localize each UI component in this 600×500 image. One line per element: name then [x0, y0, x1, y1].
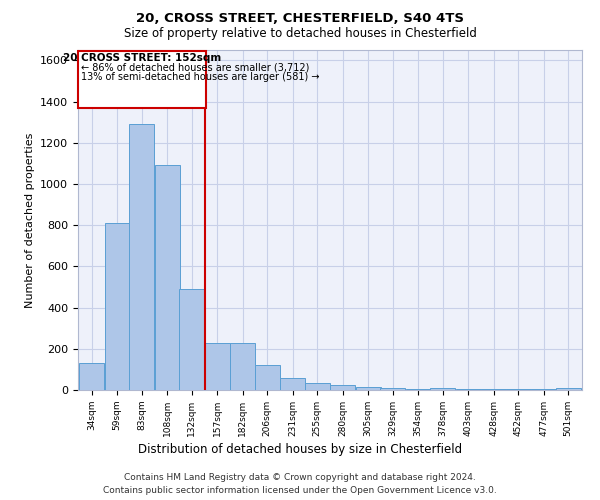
Text: 13% of semi-detached houses are larger (581) →: 13% of semi-detached houses are larger (… — [81, 72, 320, 82]
Y-axis label: Number of detached properties: Number of detached properties — [25, 132, 35, 308]
Bar — [356, 387, 380, 390]
Bar — [331, 385, 355, 390]
Bar — [280, 378, 305, 390]
Bar — [255, 366, 280, 390]
Text: 20, CROSS STREET, CHESTERFIELD, S40 4TS: 20, CROSS STREET, CHESTERFIELD, S40 4TS — [136, 12, 464, 26]
Bar — [230, 342, 255, 390]
Text: Distribution of detached houses by size in Chesterfield: Distribution of detached houses by size … — [138, 442, 462, 456]
Bar — [456, 389, 481, 390]
Bar — [380, 388, 405, 390]
Bar — [130, 124, 154, 390]
Bar — [105, 223, 130, 390]
Bar — [79, 363, 104, 390]
Bar — [430, 388, 455, 390]
Text: ← 86% of detached houses are smaller (3,712): ← 86% of detached houses are smaller (3,… — [81, 62, 310, 72]
Bar — [179, 289, 204, 390]
Bar — [305, 383, 329, 390]
Bar — [205, 342, 230, 390]
Bar — [406, 389, 431, 390]
FancyBboxPatch shape — [78, 51, 206, 108]
Text: Size of property relative to detached houses in Chesterfield: Size of property relative to detached ho… — [124, 28, 476, 40]
Bar — [155, 166, 179, 390]
Text: Contains public sector information licensed under the Open Government Licence v3: Contains public sector information licen… — [103, 486, 497, 495]
Text: Contains HM Land Registry data © Crown copyright and database right 2024.: Contains HM Land Registry data © Crown c… — [124, 472, 476, 482]
Bar — [481, 389, 506, 390]
Text: 20 CROSS STREET: 152sqm: 20 CROSS STREET: 152sqm — [62, 53, 221, 63]
Bar — [556, 388, 581, 390]
